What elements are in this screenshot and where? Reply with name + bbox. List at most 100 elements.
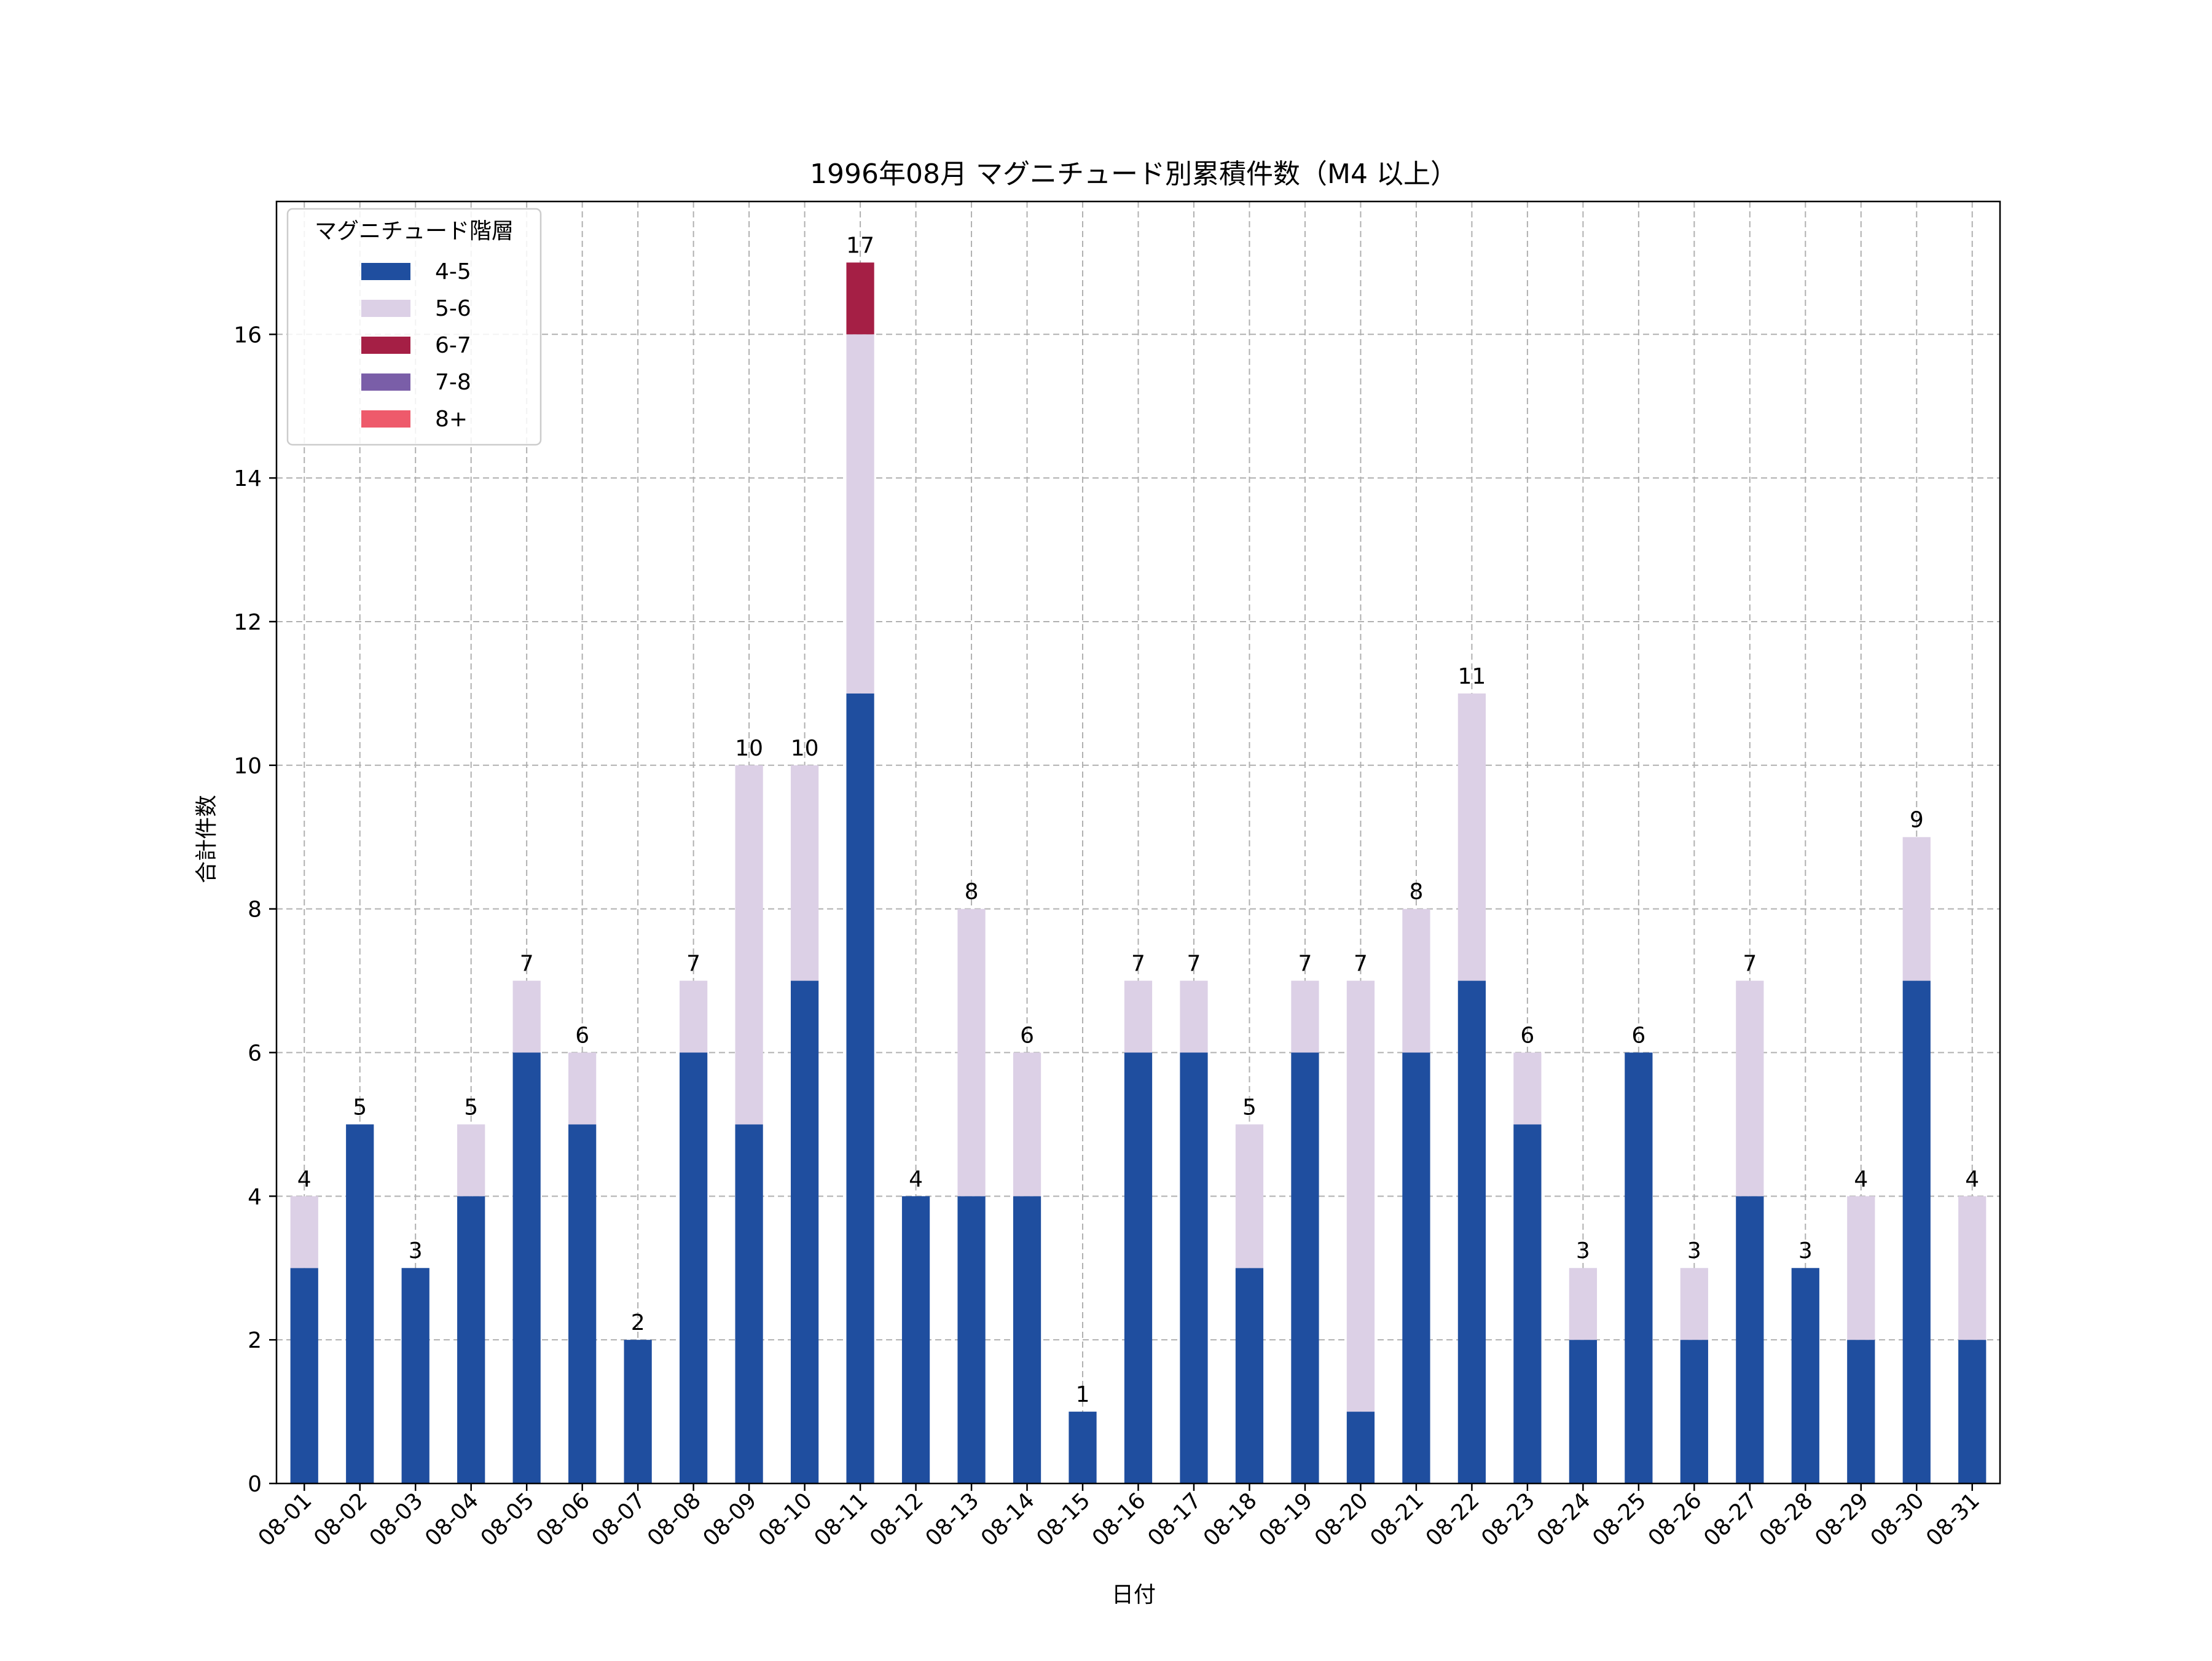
bar-total-label: 6 [1631, 1023, 1645, 1048]
bar-total-label: 11 [1457, 664, 1486, 689]
bar-segment-5-6-08-09 [735, 765, 763, 1125]
bar-segment-4-5-08-05 [512, 1052, 541, 1483]
bar-total-label: 3 [1576, 1238, 1590, 1264]
bar-segment-5-6-08-19 [1291, 980, 1319, 1053]
legend-swatch-7-8 [361, 373, 410, 391]
bar-segment-5-6-08-08 [680, 980, 708, 1053]
bar-total-label: 5 [1242, 1095, 1257, 1120]
bar-segment-5-6-08-18 [1235, 1124, 1264, 1268]
y-tick-label: 16 [233, 322, 262, 348]
bar-total-label: 4 [297, 1167, 312, 1192]
bar-total-label: 4 [909, 1167, 923, 1192]
bar-segment-4-5-08-27 [1736, 1196, 1764, 1483]
y-tick-label: 0 [248, 1472, 262, 1497]
legend-label-7-8: 7-8 [435, 370, 471, 395]
bar-total-label: 7 [686, 952, 700, 977]
legend-swatch-6-7 [361, 337, 410, 354]
bar-total-label: 4 [1854, 1167, 1868, 1192]
bar-total-label: 5 [353, 1095, 367, 1120]
y-tick-label: 4 [248, 1184, 262, 1210]
bar-segment-4-5-08-14 [1013, 1196, 1041, 1483]
bar-segment-4-5-08-21 [1402, 1052, 1430, 1483]
bar-segment-4-5-08-04 [457, 1196, 485, 1483]
bar-segment-6-7-08-11 [846, 262, 874, 335]
bar-total-label: 6 [1520, 1023, 1534, 1048]
y-tick-label: 12 [233, 610, 262, 635]
bar-segment-4-5-08-19 [1291, 1052, 1319, 1483]
bar-total-label: 3 [1798, 1238, 1813, 1264]
bar-segment-4-5-08-23 [1513, 1124, 1542, 1483]
bar-total-label: 3 [409, 1238, 423, 1264]
bar-series [290, 262, 1986, 1483]
bar-total-label: 4 [1965, 1167, 1979, 1192]
bar-segment-5-6-08-17 [1180, 980, 1208, 1053]
x-axis-label: 日付 [1112, 1582, 1156, 1608]
bar-segment-4-5-08-17 [1180, 1052, 1208, 1483]
bar-segment-4-5-08-31 [1958, 1340, 1986, 1483]
legend-swatch-8plus [361, 410, 410, 428]
chart-title: 1996年08月 マグニチュード別累積件数（M4 以上） [810, 158, 1457, 190]
bar-segment-4-5-08-08 [680, 1052, 708, 1483]
bar-total-label: 7 [520, 952, 534, 977]
bar-total-label: 9 [1910, 808, 1924, 833]
bar-segment-4-5-08-20 [1346, 1412, 1375, 1483]
bar-segment-4-5-08-22 [1457, 980, 1486, 1483]
bar-total-label: 8 [965, 880, 979, 905]
bar-segment-4-5-08-25 [1625, 1052, 1653, 1483]
bar-segment-5-6-08-24 [1569, 1268, 1597, 1340]
bar-segment-5-6-08-27 [1736, 980, 1764, 1197]
bar-segment-5-6-08-23 [1513, 1052, 1542, 1125]
y-tick-label: 6 [248, 1041, 262, 1066]
bar-segment-4-5-08-30 [1902, 980, 1931, 1483]
bar-total-label: 3 [1687, 1238, 1701, 1264]
legend-title: マグニチュード階層 [315, 219, 514, 244]
bar-segment-4-5-08-02 [346, 1124, 374, 1483]
bar-segment-5-6-08-01 [290, 1196, 318, 1268]
bar-segment-5-6-08-13 [957, 909, 986, 1197]
legend-label-6-7: 6-7 [435, 333, 471, 358]
bar-segment-5-6-08-26 [1680, 1268, 1708, 1340]
bar-total-label: 10 [735, 736, 763, 761]
bar-segment-4-5-08-28 [1791, 1268, 1819, 1483]
bar-segment-5-6-08-05 [512, 980, 541, 1053]
bar-total-label: 6 [575, 1023, 589, 1048]
bar-segment-5-6-08-11 [846, 334, 874, 694]
bar-total-label: 7 [1187, 952, 1201, 977]
bar-segment-4-5-08-09 [735, 1124, 763, 1483]
bar-segment-5-6-08-04 [457, 1124, 485, 1197]
bar-segment-5-6-08-16 [1124, 980, 1153, 1053]
bar-total-label: 7 [1131, 952, 1145, 977]
bar-total-label: 5 [464, 1095, 478, 1120]
bar-segment-4-5-08-06 [568, 1124, 597, 1483]
bar-total-label: 7 [1354, 952, 1368, 977]
bar-segment-4-5-08-16 [1124, 1052, 1153, 1483]
bar-segment-4-5-08-12 [901, 1196, 930, 1483]
bar-segment-5-6-08-20 [1346, 980, 1375, 1412]
bar-segment-4-5-08-24 [1569, 1340, 1597, 1483]
legend-box [286, 208, 542, 446]
bar-total-label: 7 [1743, 952, 1757, 977]
bar-segment-4-5-08-18 [1235, 1268, 1264, 1483]
bar-segment-4-5-08-01 [290, 1268, 318, 1483]
bar-segment-5-6-08-31 [1958, 1196, 1986, 1340]
legend-swatch-5-6 [361, 300, 410, 317]
bar-segment-5-6-08-10 [790, 765, 819, 981]
bar-segment-4-5-08-07 [624, 1340, 652, 1483]
y-tick-label: 2 [248, 1328, 262, 1353]
bar-total-label: 8 [1409, 880, 1423, 905]
bar-segment-5-6-08-30 [1902, 837, 1931, 981]
bar-segment-4-5-08-15 [1069, 1412, 1097, 1483]
bar-segment-5-6-08-22 [1457, 693, 1486, 981]
bar-total-label: 7 [1298, 952, 1312, 977]
bar-segment-5-6-08-21 [1402, 909, 1430, 1053]
legend-label-8plus: 8+ [435, 407, 468, 432]
bar-segment-5-6-08-29 [1847, 1196, 1875, 1340]
bar-total-label: 17 [846, 233, 874, 258]
y-axis-label: 合計件数 [194, 795, 219, 883]
y-tick-label: 14 [233, 466, 262, 491]
bar-segment-4-5-08-13 [957, 1196, 986, 1483]
bar-total-label: 6 [1020, 1023, 1034, 1048]
